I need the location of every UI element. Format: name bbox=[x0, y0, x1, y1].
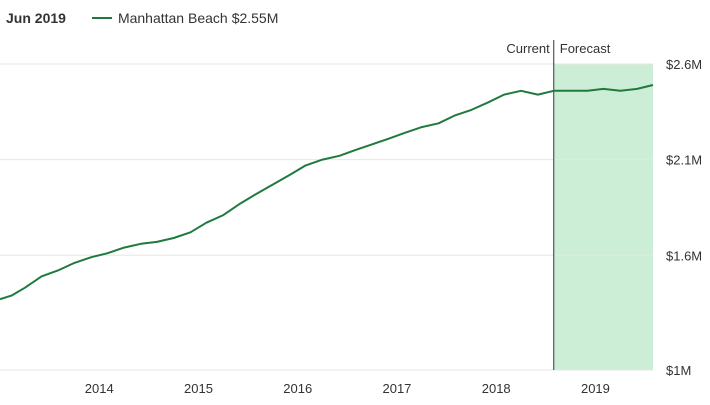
legend: Manhattan Beach $2.55M bbox=[91, 10, 279, 26]
y-tick-label: $1M bbox=[666, 363, 691, 378]
y-tick-label: $2.6M bbox=[666, 57, 702, 72]
current-date: Jun 2019 bbox=[6, 10, 66, 26]
x-tick-label: 2014 bbox=[85, 381, 114, 396]
legend-series-label: Manhattan Beach bbox=[117, 10, 228, 26]
forecast-region bbox=[553, 64, 653, 370]
legend-series-value: $2.55M bbox=[231, 10, 279, 26]
x-tick-label: 2015 bbox=[184, 381, 213, 396]
current-label: Current bbox=[506, 41, 550, 56]
y-tick-label: $1.6M bbox=[666, 248, 702, 263]
forecast-label: Forecast bbox=[560, 41, 611, 56]
x-tick-label: 2019 bbox=[581, 381, 610, 396]
series-line-manhattan-beach bbox=[0, 84, 654, 301]
legend-line-swatch bbox=[91, 17, 112, 19]
chart-header: Jun 2019 Manhattan Beach $2.55M bbox=[6, 8, 278, 28]
x-tick-label: 2018 bbox=[482, 381, 511, 396]
x-tick-label: 2016 bbox=[283, 381, 312, 396]
y-tick-label: $2.1M bbox=[666, 153, 702, 168]
x-tick-label: 2017 bbox=[382, 381, 411, 396]
